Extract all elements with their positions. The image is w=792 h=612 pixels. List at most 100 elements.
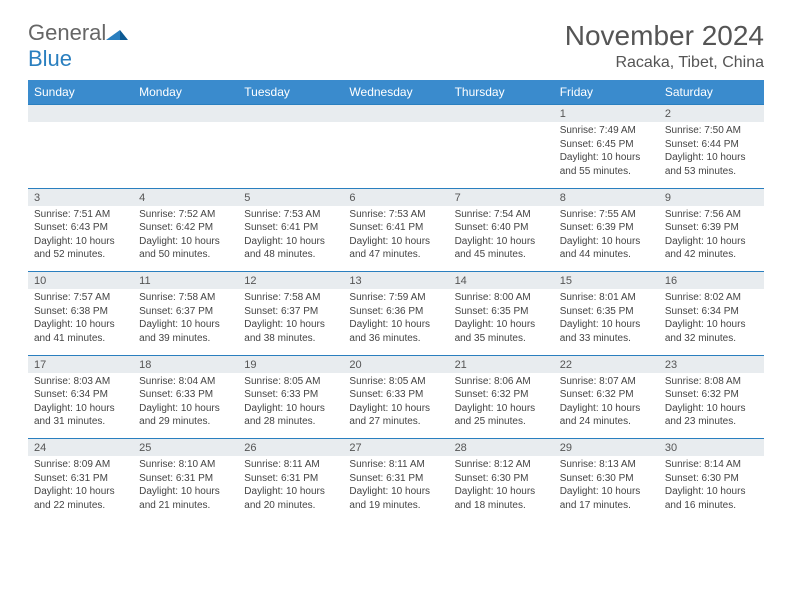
day-number: 13: [343, 272, 448, 290]
day-number: 1: [554, 105, 659, 123]
day-header: Wednesday: [343, 80, 448, 105]
daylight-text: Daylight: 10 hours and 36 minutes.: [349, 318, 442, 345]
daylight-text: Daylight: 10 hours and 29 minutes.: [139, 402, 232, 429]
day-content: Sunrise: 8:05 AMSunset: 6:33 PMDaylight:…: [238, 373, 343, 439]
day-number: [238, 105, 343, 123]
sunrise-text: Sunrise: 8:13 AM: [560, 458, 653, 472]
day-number: 6: [343, 188, 448, 206]
logo: General Blue: [28, 20, 128, 72]
location: Racaka, Tibet, China: [565, 54, 764, 72]
day-content: Sunrise: 7:53 AMSunset: 6:41 PMDaylight:…: [238, 206, 343, 272]
sunrise-text: Sunrise: 8:03 AM: [34, 375, 127, 389]
daylight-text: Daylight: 10 hours and 45 minutes.: [455, 235, 548, 262]
day-number: 4: [133, 188, 238, 206]
day-header: Monday: [133, 80, 238, 105]
sunrise-text: Sunrise: 8:08 AM: [665, 375, 758, 389]
day-content: Sunrise: 7:54 AMSunset: 6:40 PMDaylight:…: [449, 206, 554, 272]
sunrise-text: Sunrise: 7:57 AM: [34, 291, 127, 305]
daylight-text: Daylight: 10 hours and 21 minutes.: [139, 485, 232, 512]
sunrise-text: Sunrise: 8:02 AM: [665, 291, 758, 305]
sunrise-text: Sunrise: 7:51 AM: [34, 208, 127, 222]
sunset-text: Sunset: 6:31 PM: [139, 472, 232, 486]
sunset-text: Sunset: 6:41 PM: [349, 221, 442, 235]
sunset-text: Sunset: 6:42 PM: [139, 221, 232, 235]
sunset-text: Sunset: 6:45 PM: [560, 138, 653, 152]
sunset-text: Sunset: 6:43 PM: [34, 221, 127, 235]
day-content: Sunrise: 7:49 AMSunset: 6:45 PMDaylight:…: [554, 122, 659, 188]
day-number: [343, 105, 448, 123]
content-row: Sunrise: 7:51 AMSunset: 6:43 PMDaylight:…: [28, 206, 764, 272]
day-content: Sunrise: 7:56 AMSunset: 6:39 PMDaylight:…: [659, 206, 764, 272]
daylight-text: Daylight: 10 hours and 22 minutes.: [34, 485, 127, 512]
day-number: [133, 105, 238, 123]
day-content: Sunrise: 8:02 AMSunset: 6:34 PMDaylight:…: [659, 289, 764, 355]
title-block: November 2024 Racaka, Tibet, China: [565, 20, 764, 72]
sunset-text: Sunset: 6:30 PM: [560, 472, 653, 486]
day-number: 12: [238, 272, 343, 290]
content-row: Sunrise: 8:03 AMSunset: 6:34 PM Daylight:…: [28, 373, 764, 439]
daylight-text: Daylight: 10 hours and 39 minutes.: [139, 318, 232, 345]
sunset-text: Sunset: 6:40 PM: [455, 221, 548, 235]
daylight-text: Daylight: 10 hours and 25 minutes.: [455, 402, 548, 429]
sunrise-text: Sunrise: 7:59 AM: [349, 291, 442, 305]
daylight-text: Daylight: 10 hours and 17 minutes.: [560, 485, 653, 512]
sunrise-text: Sunrise: 7:50 AM: [665, 124, 758, 138]
day-number: 30: [659, 439, 764, 457]
day-header: Sunday: [28, 80, 133, 105]
day-content: Sunrise: 7:52 AMSunset: 6:42 PMDaylight:…: [133, 206, 238, 272]
sunrise-text: Sunrise: 7:58 AM: [139, 291, 232, 305]
sunset-text: Sunset: 6:32 PM: [665, 388, 758, 402]
sunset-text: Sunset: 6:32 PM: [455, 388, 548, 402]
daylight-text: Daylight: 10 hours and 47 minutes.: [349, 235, 442, 262]
sunset-text: Sunset: 6:41 PM: [244, 221, 337, 235]
daynum-row: 17181920212223: [28, 355, 764, 373]
sunset-text: Sunset: 6:31 PM: [349, 472, 442, 486]
day-number: 9: [659, 188, 764, 206]
day-header-row: SundayMondayTuesdayWednesdayThursdayFrid…: [28, 80, 764, 105]
day-number: 23: [659, 355, 764, 373]
day-number: 21: [449, 355, 554, 373]
content-row: Sunrise: 7:49 AMSunset: 6:45 PM Daylight:…: [28, 122, 764, 188]
daynum-row: 3456789: [28, 188, 764, 206]
daylight-text: Daylight: 10 hours and 53 minutes.: [665, 151, 758, 178]
sunrise-text: Sunrise: 7:56 AM: [665, 208, 758, 222]
day-number: 28: [449, 439, 554, 457]
header: General Blue November 2024 Racaka, Tibet…: [28, 20, 764, 72]
day-content: [238, 122, 343, 188]
day-content: Sunrise: 8:05 AMSunset: 6:33 PMDaylight:…: [343, 373, 448, 439]
daynum-row: 12: [28, 105, 764, 123]
sunset-text: Sunset: 6:34 PM: [34, 388, 127, 402]
sunrise-text: Sunrise: 7:49 AM: [560, 124, 653, 138]
day-number: 18: [133, 355, 238, 373]
sunrise-text: Sunrise: 8:09 AM: [34, 458, 127, 472]
day-content: Sunrise: 8:10 AMSunset: 6:31 PMDaylight:…: [133, 456, 238, 522]
day-number: 14: [449, 272, 554, 290]
day-number: 15: [554, 272, 659, 290]
sunset-text: Sunset: 6:35 PM: [560, 305, 653, 319]
daylight-text: Daylight: 10 hours and 35 minutes.: [455, 318, 548, 345]
daylight-text: Daylight: 10 hours and 50 minutes.: [139, 235, 232, 262]
day-number: 26: [238, 439, 343, 457]
day-number: 17: [28, 355, 133, 373]
day-content: Sunrise: 7:58 AMSunset: 6:37 PMDaylight:…: [133, 289, 238, 355]
sunset-text: Sunset: 6:36 PM: [349, 305, 442, 319]
day-number: 25: [133, 439, 238, 457]
day-number: 29: [554, 439, 659, 457]
day-header: Thursday: [449, 80, 554, 105]
sunset-text: Sunset: 6:33 PM: [139, 388, 232, 402]
daylight-text: Daylight: 10 hours and 32 minutes.: [665, 318, 758, 345]
day-content: Sunrise: 7:53 AMSunset: 6:41 PMDaylight:…: [343, 206, 448, 272]
daylight-text: Daylight: 10 hours and 52 minutes.: [34, 235, 127, 262]
sunrise-text: Sunrise: 7:53 AM: [244, 208, 337, 222]
day-content: Sunrise: 8:11 AMSunset: 6:31 PMDaylight:…: [343, 456, 448, 522]
sunset-text: Sunset: 6:31 PM: [34, 472, 127, 486]
sunset-text: Sunset: 6:30 PM: [665, 472, 758, 486]
sunrise-text: Sunrise: 8:12 AM: [455, 458, 548, 472]
day-content: Sunrise: 8:00 AMSunset: 6:35 PMDaylight:…: [449, 289, 554, 355]
day-content: [449, 122, 554, 188]
day-header: Saturday: [659, 80, 764, 105]
sunset-text: Sunset: 6:33 PM: [244, 388, 337, 402]
daylight-text: Daylight: 10 hours and 16 minutes.: [665, 485, 758, 512]
day-number: 22: [554, 355, 659, 373]
day-number: 20: [343, 355, 448, 373]
